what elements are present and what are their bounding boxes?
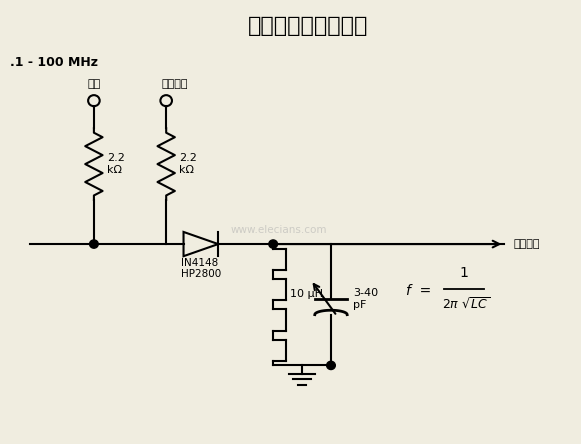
Text: 载波: 载波 <box>87 79 101 89</box>
Text: www.elecians.com: www.elecians.com <box>231 225 327 235</box>
Text: .1 - 100 MHz: .1 - 100 MHz <box>10 56 98 68</box>
Circle shape <box>327 361 335 369</box>
Text: 2$\pi$ $\sqrt{LC}$: 2$\pi$ $\sqrt{LC}$ <box>442 297 490 312</box>
Text: f  =: f = <box>406 284 432 298</box>
Text: 调幅输出: 调幅输出 <box>513 239 540 249</box>
Text: 音频输入: 音频输入 <box>162 79 188 89</box>
Text: IN4148
HP2800: IN4148 HP2800 <box>181 258 221 279</box>
Circle shape <box>269 240 278 248</box>
Text: 10 μH: 10 μH <box>290 289 324 299</box>
Circle shape <box>89 240 98 248</box>
Text: 2.2
kΩ: 2.2 kΩ <box>107 153 124 175</box>
Text: 2.2
kΩ: 2.2 kΩ <box>179 153 197 175</box>
Text: 低失真低电平调幅器: 低失真低电平调幅器 <box>248 16 368 36</box>
Text: 3-40
pF: 3-40 pF <box>353 289 378 310</box>
Text: 1: 1 <box>460 266 468 280</box>
